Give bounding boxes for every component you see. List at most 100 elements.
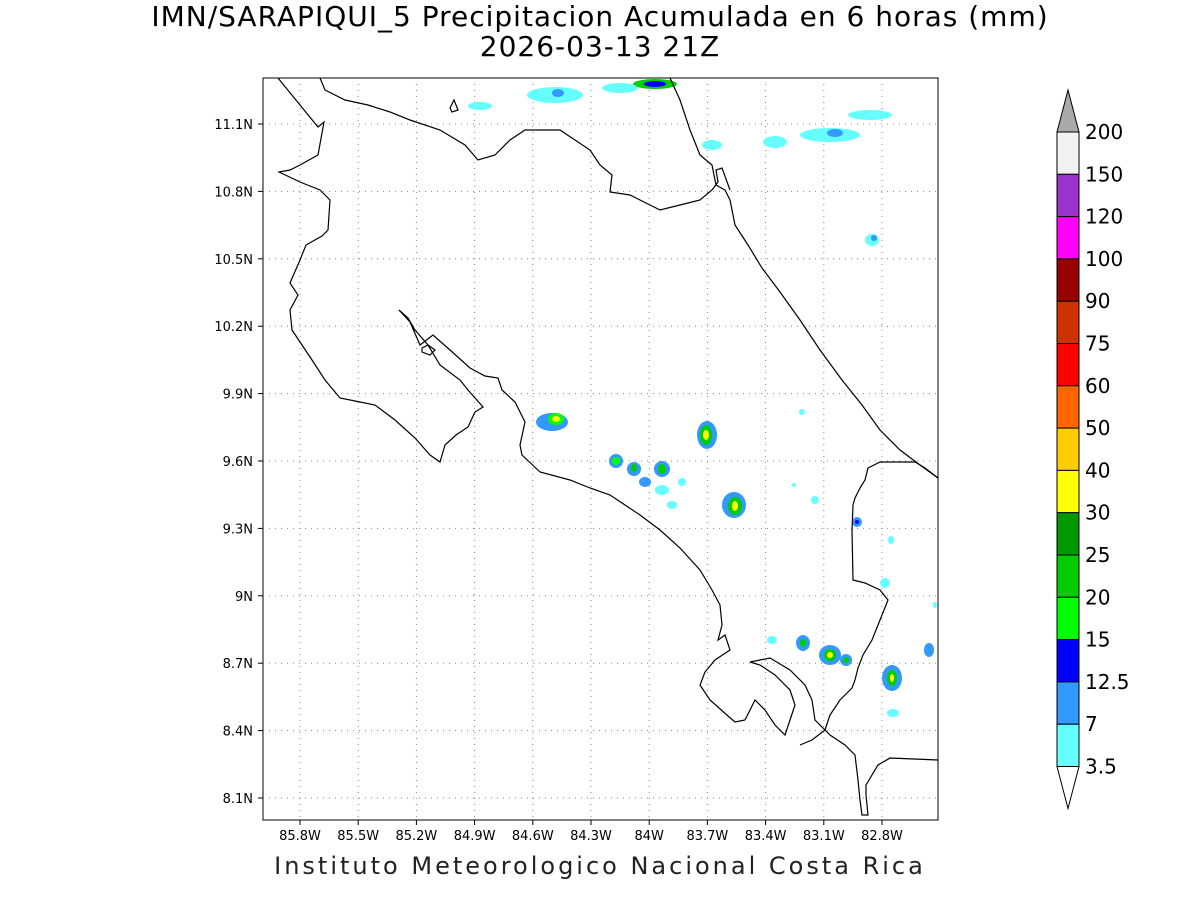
colorbar-swatch [1056,173,1080,218]
y-tick-label: 8.7N [223,657,253,672]
colorbar-label: 7 [1085,712,1098,736]
map-title: IMN/SARAPIQUI_5 Precipitacion Acumulada … [151,0,1049,33]
colorbar-label: 25 [1085,543,1110,567]
precip-cell [602,83,638,93]
colorbar-swatch [1056,385,1080,429]
precip-cell [827,129,843,137]
x-tick-label: 84W [634,829,664,844]
precip-cell [887,709,899,717]
colorbar-swatch [1056,554,1080,598]
map-frame [262,77,939,821]
precip-cell [552,416,560,422]
colorbar: 200 150 120 100 90 75 60 50 40 30 25 20 15 12.5 7 3.5 [1056,88,1130,811]
y-tick-label: 11.1N [214,118,253,133]
x-tick-label: 85.5W [337,829,379,844]
precipitation-areas [468,79,937,717]
x-tick-label: 83.7W [686,829,728,844]
colorbar-swatch [1056,723,1080,768]
osa-peninsula [744,657,939,816]
colorbar-label: 3.5 [1085,755,1117,779]
precip-cell [792,483,796,487]
colorbar-swatch [1056,427,1080,471]
precip-cell [763,136,787,148]
colorbar-swatch [1056,469,1080,514]
precip-cell [639,477,651,487]
precip-cell [658,464,666,474]
colorbar-swatch [1056,131,1080,175]
nicoya-gulf [398,309,746,723]
precip-cell [631,464,637,472]
precip-cell [644,81,666,87]
colorbar-label: 20 [1085,585,1110,609]
footer-credit: Instituto Meteorologico Nacional Costa R… [274,852,926,880]
map-timestamp: 2026-03-13 21Z [479,30,721,63]
colorbar-label: 40 [1085,458,1110,482]
lake-nicaragua-shore [319,77,731,211]
precip-cell [890,674,894,682]
colorbar-label: 200 [1085,120,1123,144]
x-tick-label: 84.6W [512,829,554,844]
precip-cell [827,652,833,658]
precip-cell [799,409,805,415]
colorbar-label: 75 [1085,332,1110,356]
precip-cell [843,657,849,663]
colorbar-top-arrow [1056,88,1080,133]
y-tick-label: 9.9N [223,388,253,403]
colorbar-label: 90 [1085,289,1110,313]
colorbar-label: 60 [1085,374,1110,398]
latitude-tick-labels: 11.1N 10.8N 10.5N 10.2N 9.9N 9.6N 9.3N 9N 8.7N 8.… [214,118,263,807]
colorbar-swatch [1056,216,1080,260]
precip-cell [767,636,777,644]
colorbar-label: 50 [1085,416,1110,440]
precip-cell [552,89,564,97]
y-tick-label: 9.3N [223,522,253,537]
colorbar-bottom-arrow [1056,766,1080,811]
precip-cell [855,520,859,524]
x-tick-label: 83.1W [803,829,845,844]
precip-cell [811,496,819,504]
precip-cell [924,643,934,657]
nicaragua-border-north [277,77,484,463]
precip-cell [612,457,620,465]
colorbar-label: 100 [1085,247,1123,271]
colorbar-swatch [1056,596,1080,641]
colorbar-label: 150 [1085,162,1123,186]
panama-border [851,461,939,689]
colorbar-swatch [1056,300,1080,345]
coastlines [277,77,939,816]
x-tick-label: 85.2W [395,829,437,844]
x-tick-label: 84.9W [454,829,496,844]
y-tick-label: 9.6N [223,455,253,470]
longitude-tick-labels: 85.8W 85.5W 85.2W 84.9W 84.6W 84.3W 84W 83.7W 83… [279,820,903,844]
colorbar-label: 12.5 [1085,670,1130,694]
x-tick-label: 83.4W [745,829,787,844]
y-tick-label: 10.5N [214,253,253,268]
precip-cell [667,501,677,509]
precip-cell [933,602,937,608]
colorbar-label: 120 [1085,205,1123,229]
island-1 [421,344,436,356]
y-tick-label: 8.1N [223,792,253,807]
precip-cell [848,110,892,120]
precip-cell [732,501,738,511]
precip-cell [468,102,492,110]
colorbar-swatch [1056,639,1080,683]
y-tick-label: 10.2N [214,320,253,335]
coast-southeast [799,687,853,746]
colorbar-swatch [1056,512,1080,556]
colorbar-label: 15 [1085,628,1110,652]
precip-cell [655,485,669,495]
island-2 [449,98,459,113]
colorbar-swatch [1056,258,1080,302]
precip-cell [703,430,709,440]
x-tick-label: 85.8W [279,829,321,844]
colorbar-swatch [1056,681,1080,725]
y-tick-label: 9N [235,590,253,605]
precip-cell [888,536,894,544]
y-tick-label: 10.8N [214,185,253,200]
y-tick-label: 8.4N [223,725,253,740]
precip-cell [800,639,806,647]
precip-cell [678,478,686,486]
precip-cell [871,235,877,241]
